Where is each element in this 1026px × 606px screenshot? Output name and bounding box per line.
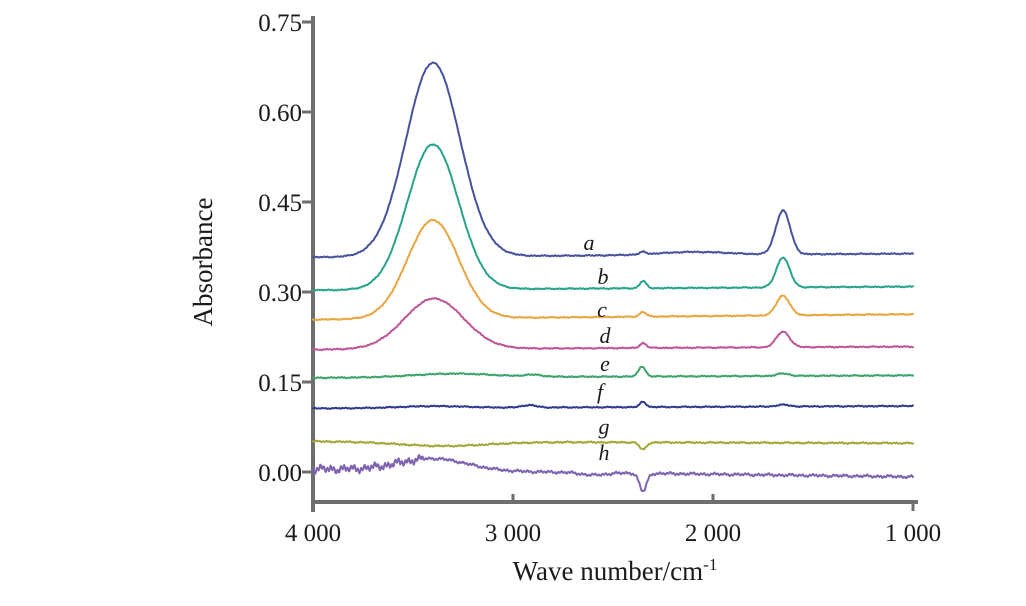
y-axis-title: Absorbance	[188, 198, 218, 327]
x-tick-label-3000: 3 000	[485, 520, 541, 547]
x-axis-title-superscript: -1	[703, 555, 717, 574]
x-tick-label-1000: 1 000	[885, 520, 941, 547]
spectrum-curve-h	[312, 454, 914, 492]
y-tick-label-015: 0.15	[258, 370, 302, 397]
axis-tick-marks	[302, 20, 915, 511]
curve-label-e: e	[600, 351, 610, 376]
y-tick-label-000: 0.00	[258, 460, 302, 487]
spectrum-curve-f	[312, 400, 914, 410]
y-tick-label-060: 0.60	[258, 100, 302, 127]
curve-label-b: b	[597, 264, 609, 289]
spectrum-curve-g	[312, 439, 914, 451]
curve-label-c: c	[597, 297, 607, 322]
curve-label-g: g	[598, 414, 610, 439]
x-axis-title: Wave number/cm-1	[513, 555, 718, 586]
curve-label-a: a	[583, 230, 595, 255]
curve-label-d: d	[599, 323, 611, 348]
curve-label-h: h	[598, 440, 610, 465]
spectrum-curve-d	[312, 297, 914, 352]
x-axis-title-main: Wave number/cm	[513, 556, 704, 586]
curve-label-f: f	[596, 379, 604, 404]
x-tick-label-4000: 4 000	[285, 520, 341, 547]
spectrum-curve-c	[312, 218, 914, 322]
spectrum-curve-b	[312, 143, 914, 292]
spectra-curves	[312, 61, 914, 492]
y-tick-label-030: 0.30	[258, 280, 302, 307]
y-tick-label-075: 0.75	[258, 10, 302, 37]
x-tick-label-2000: 2 000	[685, 520, 741, 547]
spectrum-curve-e	[312, 365, 914, 380]
spectrum-curve-a	[312, 61, 914, 259]
y-tick-label-045: 0.45	[258, 190, 302, 217]
